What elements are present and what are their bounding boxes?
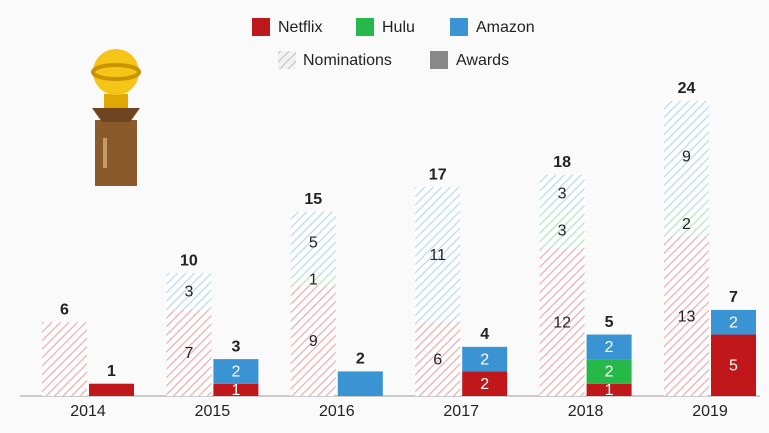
segment-label: 1 — [231, 382, 240, 399]
award-bar — [711, 309, 756, 335]
legend-swatch — [252, 18, 270, 36]
award-bar — [213, 383, 259, 396]
total-label: 18 — [553, 154, 571, 171]
legend-swatch — [430, 51, 448, 69]
nomination-bar — [664, 101, 709, 212]
legend-swatch — [450, 18, 468, 36]
segment-label: 1 — [605, 382, 614, 399]
segment-label: 7 — [184, 345, 193, 362]
total-label: 4 — [480, 326, 489, 343]
award-bar — [586, 334, 632, 360]
x-tick-label: 2016 — [319, 403, 355, 420]
total-label: 15 — [304, 191, 322, 208]
total-label: 5 — [605, 314, 614, 331]
legend-swatch — [356, 18, 374, 36]
award-bar — [586, 383, 632, 396]
segment-label: 9 — [682, 149, 691, 166]
nomination-bar — [290, 211, 336, 274]
total-label: 17 — [429, 166, 447, 183]
award-bar — [213, 359, 259, 384]
segment-label: 2 — [605, 339, 614, 356]
segment-label: 5 — [309, 235, 318, 252]
total-label: 6 — [60, 301, 69, 318]
total-label: 7 — [729, 289, 738, 306]
segment-label: 2 — [480, 376, 489, 393]
segment-label: 3 — [558, 222, 567, 239]
x-tick-label: 2019 — [692, 403, 728, 420]
legend-label: Nominations — [303, 52, 392, 69]
x-tick-label: 2015 — [195, 403, 231, 420]
total-label: 1 — [107, 363, 116, 380]
award-bar — [89, 383, 134, 396]
nomination-bar — [664, 236, 709, 396]
segment-label: 3 — [558, 185, 567, 202]
segment-label: 5 — [729, 357, 738, 374]
nomination-bar — [166, 273, 212, 310]
award-bar — [711, 334, 756, 396]
x-tick-label: 2014 — [70, 403, 106, 420]
segment-label: 2 — [231, 364, 240, 381]
legend-swatch — [278, 51, 296, 69]
segment-label: 13 — [678, 308, 696, 325]
nomination-bar — [166, 309, 212, 396]
segment-label: 12 — [553, 314, 571, 331]
golden-globe-icon — [91, 49, 141, 186]
segment-label: 3 — [184, 284, 193, 301]
x-tick-label: 2017 — [443, 403, 479, 420]
nomination-bar — [664, 211, 709, 237]
nomination-bar — [539, 211, 585, 249]
nomination-bar — [42, 322, 87, 396]
legend-label: Hulu — [382, 19, 415, 36]
segment-label: 2 — [480, 351, 489, 368]
x-tick-label: 2018 — [568, 403, 604, 420]
total-label: 24 — [678, 80, 696, 97]
legend-label: Amazon — [476, 19, 535, 36]
total-label: 3 — [231, 338, 240, 355]
segment-label: 11 — [429, 247, 446, 264]
legend-label: Netflix — [278, 19, 322, 36]
nomination-bar — [415, 322, 461, 396]
segment-label: 6 — [433, 351, 442, 368]
total-label: 10 — [180, 252, 198, 269]
award-bar — [462, 346, 508, 372]
nomination-bar — [539, 174, 585, 212]
segment-label: 9 — [309, 333, 318, 350]
segment-label: 2 — [605, 364, 614, 381]
nomination-bar — [290, 285, 336, 396]
award-bar — [462, 371, 508, 396]
segment-label: 1 — [309, 271, 318, 288]
award-bar — [337, 371, 383, 396]
total-label: 2 — [356, 351, 365, 368]
nomination-bar — [539, 248, 585, 396]
segment-label: 2 — [682, 216, 691, 233]
nomination-bar — [290, 273, 336, 286]
legend-label: Awards — [456, 52, 509, 69]
award-bar — [586, 359, 632, 384]
segment-label: 2 — [729, 314, 738, 331]
nomination-bar — [415, 187, 461, 323]
